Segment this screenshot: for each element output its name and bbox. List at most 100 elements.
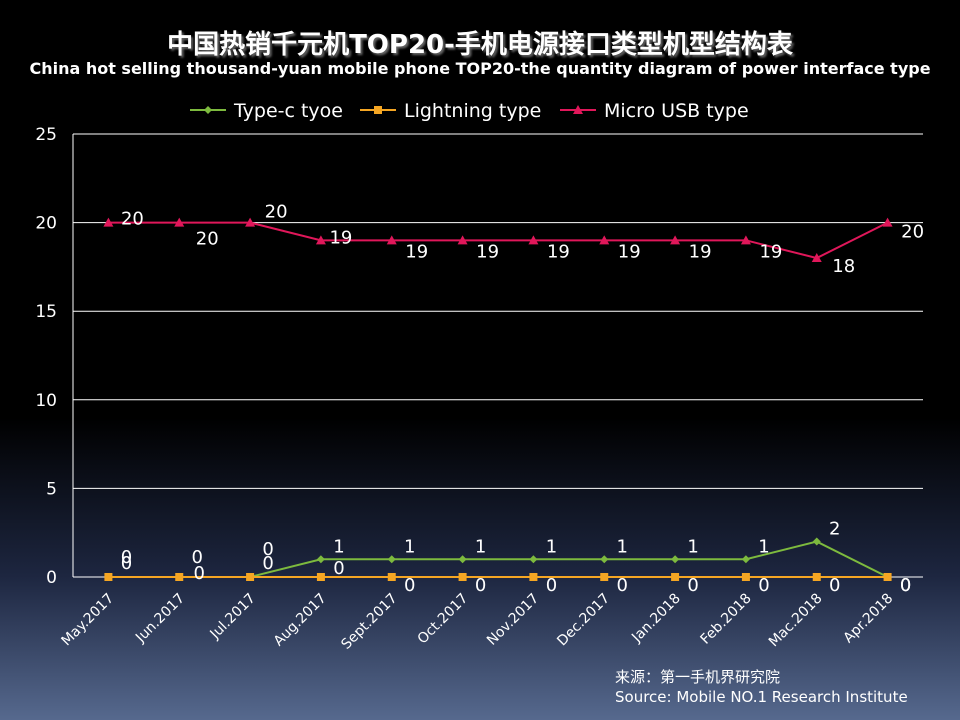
series-0-point [529, 555, 538, 564]
series-1-point [741, 573, 750, 581]
data-label: 0 [333, 558, 344, 579]
series-0-point [741, 555, 750, 564]
series-2-point [811, 253, 822, 263]
series-2-point [670, 235, 681, 245]
series-2-point [599, 235, 610, 245]
series-line-0 [108, 540, 889, 578]
data-label: 1 [546, 536, 557, 557]
series-2-point [457, 235, 468, 245]
series-1-point [529, 573, 538, 581]
x-tick-label: Dec.2017 [554, 591, 613, 650]
legend-marker-1 [374, 106, 382, 114]
series-0-point [387, 555, 396, 564]
series-2-point [528, 235, 539, 245]
x-tick-label: Apr.2018 [841, 591, 897, 647]
data-label: 0 [121, 553, 132, 574]
data-label: 20 [901, 222, 924, 243]
data-label: 1 [758, 536, 769, 557]
series-1-point [104, 573, 113, 581]
y-tick-label: 15 [35, 302, 57, 322]
y-tick-label: 0 [46, 568, 57, 588]
x-tick-label: Jul.2017 [207, 591, 259, 643]
series-1-point [246, 573, 255, 581]
data-label: 20 [121, 209, 144, 230]
source-english: Source: Mobile NO.1 Research Institute [615, 688, 908, 706]
series-2-point [103, 217, 114, 227]
series-2-point [740, 235, 751, 245]
data-label: 0 [262, 539, 273, 560]
series-0-point [600, 555, 609, 564]
data-label: 0 [475, 575, 486, 596]
source-chinese: 来源：第一手机界研究院 [615, 668, 781, 686]
x-tick-label: Jun.2017 [132, 591, 188, 647]
legend-marker-0 [204, 106, 212, 114]
series-0-point [671, 555, 680, 564]
data-label: 20 [265, 202, 288, 223]
y-tick-label: 10 [35, 391, 57, 411]
legend-label: Lightning type [404, 100, 541, 122]
data-label: 0 [758, 575, 769, 596]
series-2-point [386, 235, 397, 245]
data-label: 1 [687, 536, 698, 557]
data-label: 20 [196, 229, 219, 250]
chart-title-english: China hot selling thousand-yuan mobile p… [29, 59, 931, 78]
data-label: 0 [194, 563, 205, 584]
data-label: 0 [829, 575, 840, 596]
series-1-point [316, 573, 325, 581]
series-0-point [458, 555, 467, 564]
series-1-point [812, 573, 821, 581]
y-tick-label: 20 [35, 214, 57, 234]
series-1-point [671, 573, 680, 581]
x-tick-label: Nov.2017 [484, 591, 542, 649]
source-note: 来源：第一手机界研究院 Source: Mobile NO.1 Research… [615, 667, 908, 707]
data-label: 19 [476, 241, 499, 262]
series-1-point [387, 573, 396, 581]
data-label: 0 [900, 575, 911, 596]
legend-label: Type-c tyoe [233, 100, 343, 122]
data-label: 0 [262, 553, 273, 574]
data-label: 1 [475, 536, 486, 557]
x-tick-label: Jan.2018 [628, 591, 684, 647]
data-label: 0 [617, 575, 628, 596]
x-tick-label: Aug.2017 [271, 591, 330, 650]
y-tick-label: 5 [46, 479, 57, 499]
series-1-point [175, 573, 184, 581]
x-tick-label: Sept.2017 [338, 591, 400, 653]
data-label: 1 [404, 536, 415, 557]
x-tick-label: Mac.2018 [766, 591, 826, 651]
data-label: 0 [900, 575, 911, 596]
data-label: 0 [546, 575, 557, 596]
data-label: 0 [404, 575, 415, 596]
series-1-point [458, 573, 467, 581]
series-1-point [883, 573, 892, 581]
series-1-point [600, 573, 609, 581]
data-label: 0 [121, 547, 132, 568]
legend-marker-2 [573, 105, 583, 114]
series-line-2 [108, 221, 889, 260]
data-label: 19 [618, 241, 641, 262]
data-label: 19 [547, 241, 570, 262]
x-tick-label: Oct.2017 [415, 591, 472, 648]
series-0-point [316, 555, 325, 564]
data-label: 18 [832, 256, 855, 277]
data-label: 19 [689, 241, 712, 262]
data-label: 0 [687, 575, 698, 596]
series-0-point [812, 537, 821, 546]
legend-label: Micro USB type [604, 100, 749, 122]
data-label: 19 [405, 241, 428, 262]
x-tick-label: Feb.2018 [698, 591, 755, 648]
data-label: 0 [192, 547, 203, 568]
series-2-point [245, 217, 256, 227]
data-label: 19 [759, 241, 782, 262]
series-2-point [882, 217, 893, 227]
data-label: 1 [617, 536, 628, 557]
data-label: 2 [829, 519, 840, 540]
chart-title-chinese: 中国热销千元机TOP20-手机电源接口类型机型结构表 [167, 30, 793, 60]
data-label: 1 [333, 536, 344, 557]
series-2-point [174, 217, 185, 227]
data-label: 19 [329, 227, 352, 248]
y-tick-label: 25 [35, 125, 57, 145]
x-tick-label: May.2017 [59, 591, 118, 650]
